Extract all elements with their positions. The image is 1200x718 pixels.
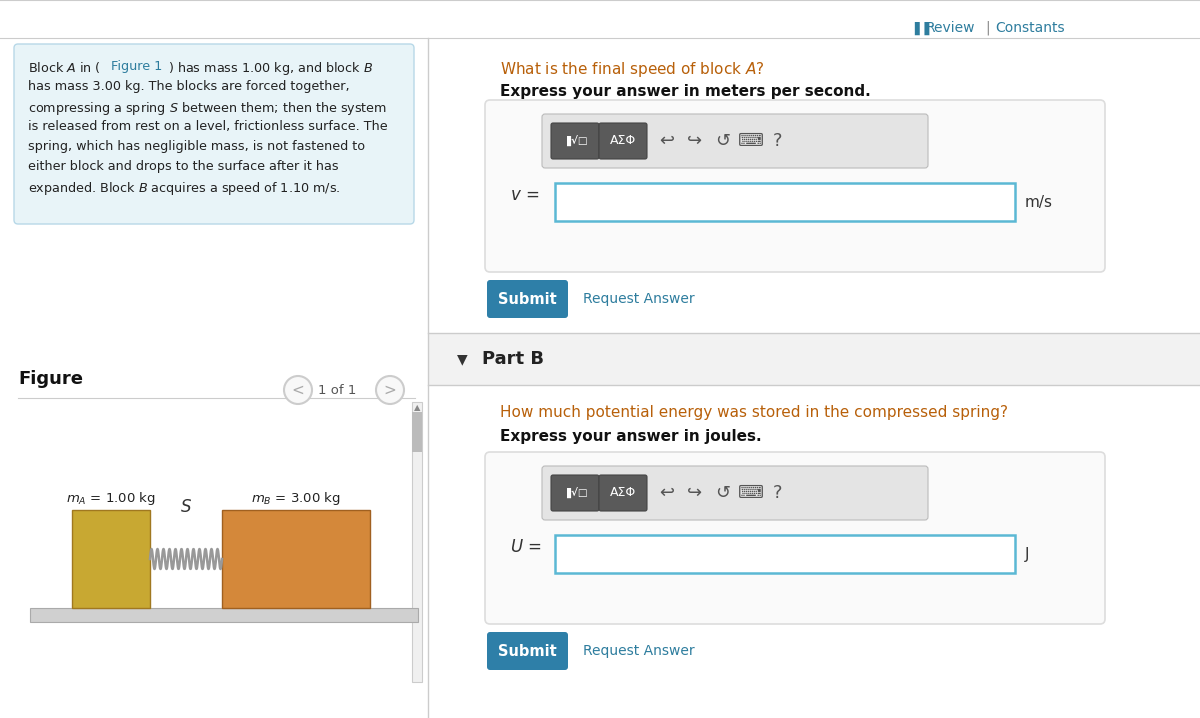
FancyBboxPatch shape — [542, 466, 928, 520]
Text: ↺: ↺ — [715, 484, 731, 502]
Text: How much potential energy was stored in the compressed spring?: How much potential energy was stored in … — [500, 405, 1008, 420]
FancyBboxPatch shape — [14, 44, 414, 224]
Text: Submit: Submit — [498, 643, 557, 658]
Text: ΑΣΦ: ΑΣΦ — [610, 134, 636, 147]
Bar — [554, 183, 1015, 221]
Circle shape — [376, 376, 404, 404]
Text: ↪: ↪ — [688, 132, 702, 150]
FancyBboxPatch shape — [551, 123, 599, 159]
Bar — [72, 510, 150, 608]
Bar — [222, 510, 370, 608]
Text: Express your answer in meters per second.: Express your answer in meters per second… — [500, 84, 871, 99]
Text: ↩: ↩ — [660, 484, 674, 502]
Text: ?: ? — [773, 484, 781, 502]
Text: ↩: ↩ — [660, 132, 674, 150]
Bar — [30, 608, 418, 622]
Text: ▐▐: ▐▐ — [910, 22, 934, 34]
Text: Block $A$ in (: Block $A$ in ( — [28, 60, 101, 75]
Text: m/s: m/s — [1025, 195, 1054, 210]
Text: $S$: $S$ — [180, 498, 192, 516]
Text: has mass 3.00 kg. The blocks are forced together,: has mass 3.00 kg. The blocks are forced … — [28, 80, 349, 93]
FancyBboxPatch shape — [485, 452, 1105, 624]
Text: compressing a spring $S$ between them; then the system: compressing a spring $S$ between them; t… — [28, 100, 388, 117]
Text: Request Answer: Request Answer — [583, 644, 695, 658]
FancyBboxPatch shape — [485, 100, 1105, 272]
Text: >: > — [384, 383, 396, 398]
FancyBboxPatch shape — [542, 114, 928, 168]
Text: ?: ? — [773, 132, 781, 150]
Text: ) has mass 1.00 kg, and block $B$: ) has mass 1.00 kg, and block $B$ — [168, 60, 373, 77]
Text: J: J — [1025, 546, 1030, 561]
Text: spring, which has negligible mass, is not fastened to: spring, which has negligible mass, is no… — [28, 140, 365, 153]
FancyBboxPatch shape — [599, 475, 647, 511]
Text: ↺: ↺ — [715, 132, 731, 150]
Bar — [412, 402, 422, 682]
Bar — [428, 333, 1200, 385]
FancyBboxPatch shape — [487, 280, 568, 318]
Text: Figure: Figure — [18, 370, 83, 388]
Text: ⌨: ⌨ — [738, 132, 764, 150]
Text: Request Answer: Request Answer — [583, 292, 695, 306]
Text: ⌨: ⌨ — [738, 484, 764, 502]
Bar — [412, 412, 422, 452]
Text: Constants: Constants — [995, 21, 1064, 35]
Text: ΑΣΦ: ΑΣΦ — [610, 487, 636, 500]
Text: $v$ =: $v$ = — [510, 186, 539, 204]
Text: $m_B$ = 3.00 kg: $m_B$ = 3.00 kg — [251, 490, 341, 507]
Text: Figure 1: Figure 1 — [112, 60, 162, 73]
Text: $U$ =: $U$ = — [510, 538, 541, 556]
Text: What is the final speed of block $A$?: What is the final speed of block $A$? — [500, 60, 764, 79]
Circle shape — [284, 376, 312, 404]
Text: ▐√□: ▐√□ — [563, 488, 587, 498]
FancyBboxPatch shape — [487, 632, 568, 670]
Text: ▐√□: ▐√□ — [563, 136, 587, 146]
Text: $m_A$ = 1.00 kg: $m_A$ = 1.00 kg — [66, 490, 156, 507]
Bar — [554, 535, 1015, 573]
Text: Submit: Submit — [498, 292, 557, 307]
Text: 1 of 1: 1 of 1 — [318, 383, 356, 396]
Text: either block and drops to the surface after it has: either block and drops to the surface af… — [28, 160, 338, 173]
Text: |: | — [985, 21, 990, 35]
FancyBboxPatch shape — [599, 123, 647, 159]
Text: Review: Review — [926, 21, 976, 35]
Text: Express your answer in joules.: Express your answer in joules. — [500, 429, 762, 444]
Text: Part B: Part B — [482, 350, 544, 368]
Text: ▼: ▼ — [457, 352, 467, 366]
Text: ↪: ↪ — [688, 484, 702, 502]
FancyBboxPatch shape — [551, 475, 599, 511]
Text: is released from rest on a level, frictionless surface. The: is released from rest on a level, fricti… — [28, 120, 388, 133]
Text: <: < — [292, 383, 305, 398]
Text: expanded. Block $B$ acquires a speed of 1.10 m/s.: expanded. Block $B$ acquires a speed of … — [28, 180, 341, 197]
Text: ▲: ▲ — [414, 404, 420, 413]
